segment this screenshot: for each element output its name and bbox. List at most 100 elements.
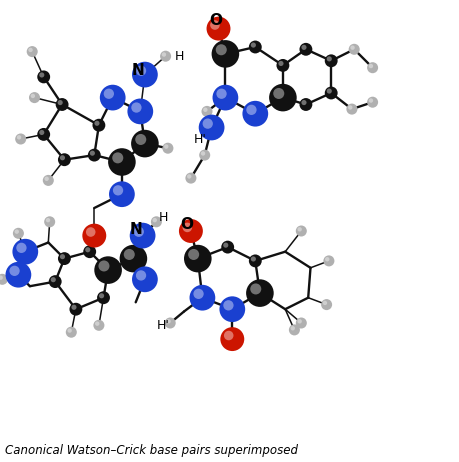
- Circle shape: [85, 247, 90, 252]
- Circle shape: [152, 218, 157, 222]
- Circle shape: [83, 245, 96, 258]
- Circle shape: [301, 45, 306, 50]
- Circle shape: [164, 317, 175, 328]
- Circle shape: [60, 254, 65, 259]
- Circle shape: [160, 51, 171, 62]
- Circle shape: [0, 275, 3, 280]
- Circle shape: [295, 225, 306, 237]
- Circle shape: [0, 274, 8, 285]
- Circle shape: [299, 43, 312, 56]
- Text: Canonical Watson–Crick base pairs superimposed: Canonical Watson–Crick base pairs superi…: [5, 444, 297, 457]
- Circle shape: [15, 230, 19, 234]
- Circle shape: [324, 55, 337, 67]
- Text: H': H': [157, 319, 169, 332]
- Circle shape: [97, 291, 110, 304]
- Circle shape: [220, 327, 244, 351]
- Circle shape: [93, 320, 104, 331]
- Circle shape: [324, 86, 337, 99]
- Circle shape: [119, 245, 147, 273]
- Circle shape: [71, 305, 76, 310]
- Circle shape: [43, 175, 54, 186]
- Circle shape: [45, 176, 49, 181]
- Circle shape: [29, 92, 40, 103]
- Circle shape: [98, 261, 109, 272]
- Circle shape: [135, 270, 146, 280]
- Circle shape: [123, 249, 134, 260]
- Circle shape: [112, 152, 123, 164]
- Circle shape: [323, 255, 334, 267]
- Circle shape: [219, 296, 245, 322]
- Circle shape: [212, 85, 238, 110]
- Circle shape: [347, 105, 352, 109]
- Circle shape: [100, 85, 125, 110]
- Circle shape: [250, 284, 261, 294]
- Circle shape: [132, 267, 157, 292]
- Text: N: N: [131, 62, 144, 78]
- Circle shape: [129, 223, 155, 249]
- Circle shape: [221, 241, 234, 254]
- Circle shape: [66, 327, 77, 338]
- Circle shape: [320, 299, 331, 310]
- Circle shape: [273, 88, 284, 99]
- Circle shape: [103, 89, 114, 99]
- Circle shape: [326, 89, 331, 94]
- Circle shape: [86, 227, 95, 237]
- Circle shape: [198, 115, 224, 140]
- Circle shape: [188, 249, 199, 260]
- Circle shape: [39, 73, 44, 78]
- Circle shape: [223, 300, 233, 310]
- Circle shape: [348, 44, 359, 55]
- Circle shape: [162, 52, 166, 57]
- Circle shape: [199, 150, 210, 161]
- Circle shape: [297, 227, 301, 231]
- Circle shape: [248, 255, 261, 267]
- Circle shape: [202, 118, 213, 129]
- Circle shape: [58, 153, 71, 166]
- Circle shape: [227, 305, 232, 310]
- Circle shape: [211, 40, 239, 68]
- Circle shape: [57, 100, 62, 105]
- Circle shape: [15, 134, 26, 145]
- Circle shape: [366, 97, 377, 108]
- Circle shape: [325, 257, 329, 261]
- Circle shape: [276, 59, 289, 72]
- Circle shape: [166, 319, 170, 323]
- Circle shape: [179, 219, 202, 243]
- Circle shape: [28, 48, 33, 52]
- Circle shape: [17, 135, 21, 140]
- Text: H: H: [174, 50, 184, 63]
- Circle shape: [109, 181, 134, 207]
- Circle shape: [224, 331, 233, 340]
- Circle shape: [297, 319, 301, 323]
- Circle shape: [368, 98, 372, 103]
- Circle shape: [250, 256, 255, 261]
- Circle shape: [295, 317, 306, 328]
- Circle shape: [31, 94, 35, 98]
- Circle shape: [60, 155, 65, 160]
- Circle shape: [350, 45, 354, 50]
- Circle shape: [133, 226, 144, 237]
- Circle shape: [290, 326, 294, 330]
- Circle shape: [196, 291, 208, 304]
- Circle shape: [37, 128, 50, 141]
- Circle shape: [90, 151, 95, 156]
- Circle shape: [46, 218, 50, 222]
- Circle shape: [27, 46, 38, 57]
- Circle shape: [6, 262, 31, 287]
- Circle shape: [216, 89, 226, 99]
- Circle shape: [187, 174, 191, 179]
- Circle shape: [9, 266, 20, 276]
- Circle shape: [108, 148, 135, 176]
- Circle shape: [49, 275, 62, 288]
- Circle shape: [164, 144, 168, 149]
- Circle shape: [246, 280, 273, 307]
- Circle shape: [269, 84, 296, 111]
- Circle shape: [95, 322, 99, 326]
- Text: O: O: [179, 217, 192, 231]
- Circle shape: [44, 216, 55, 227]
- Circle shape: [182, 223, 192, 232]
- Circle shape: [206, 17, 230, 41]
- Circle shape: [94, 121, 99, 126]
- Circle shape: [88, 149, 101, 162]
- Circle shape: [50, 277, 56, 282]
